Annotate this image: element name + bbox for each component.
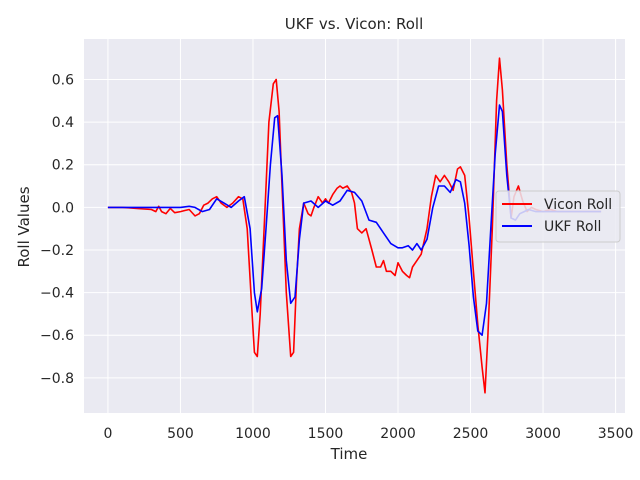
x-tick-label: 2500 [453, 426, 489, 442]
y-tick-label: 0.0 [52, 200, 74, 216]
x-tick-label: 1500 [308, 426, 344, 442]
y-tick-label: −0.6 [40, 328, 74, 344]
y-tick-label: 0.2 [52, 158, 74, 174]
x-tick-label: 3000 [525, 426, 561, 442]
x-tick-label: 1000 [235, 426, 271, 442]
x-tick-label: 500 [167, 426, 194, 442]
x-tick-label: 3500 [598, 426, 634, 442]
series-line-ukf-roll [107, 104, 602, 337]
chart-title: UKF vs. Vicon: Roll [285, 15, 424, 33]
y-tick-label: −0.8 [40, 371, 74, 387]
series-line-vicon-roll [107, 57, 602, 394]
x-axis-label: Time [330, 445, 368, 463]
y-tick-label: 0.6 [52, 72, 74, 88]
x-tick-label: 2000 [380, 426, 416, 442]
series-lines [107, 57, 602, 394]
y-axis-ticks: −0.8 −0.6 −0.4 −0.2 0.0 0.2 0.4 0.6 [40, 72, 74, 386]
x-axis-ticks: 0 500 1000 1500 2000 2500 3000 3500 [103, 426, 633, 442]
y-tick-label: −0.2 [40, 243, 74, 259]
legend-label-vicon-roll: Vicon Roll [544, 197, 612, 213]
legend-label-ukf-roll: UKF Roll [544, 219, 601, 235]
y-tick-label: −0.4 [40, 286, 74, 302]
y-axis-label: Roll Values [15, 186, 33, 267]
y-tick-label: 0.4 [52, 115, 74, 131]
grid [84, 39, 625, 413]
legend: Vicon Roll UKF Roll [495, 190, 621, 243]
x-tick-label: 0 [103, 426, 112, 442]
